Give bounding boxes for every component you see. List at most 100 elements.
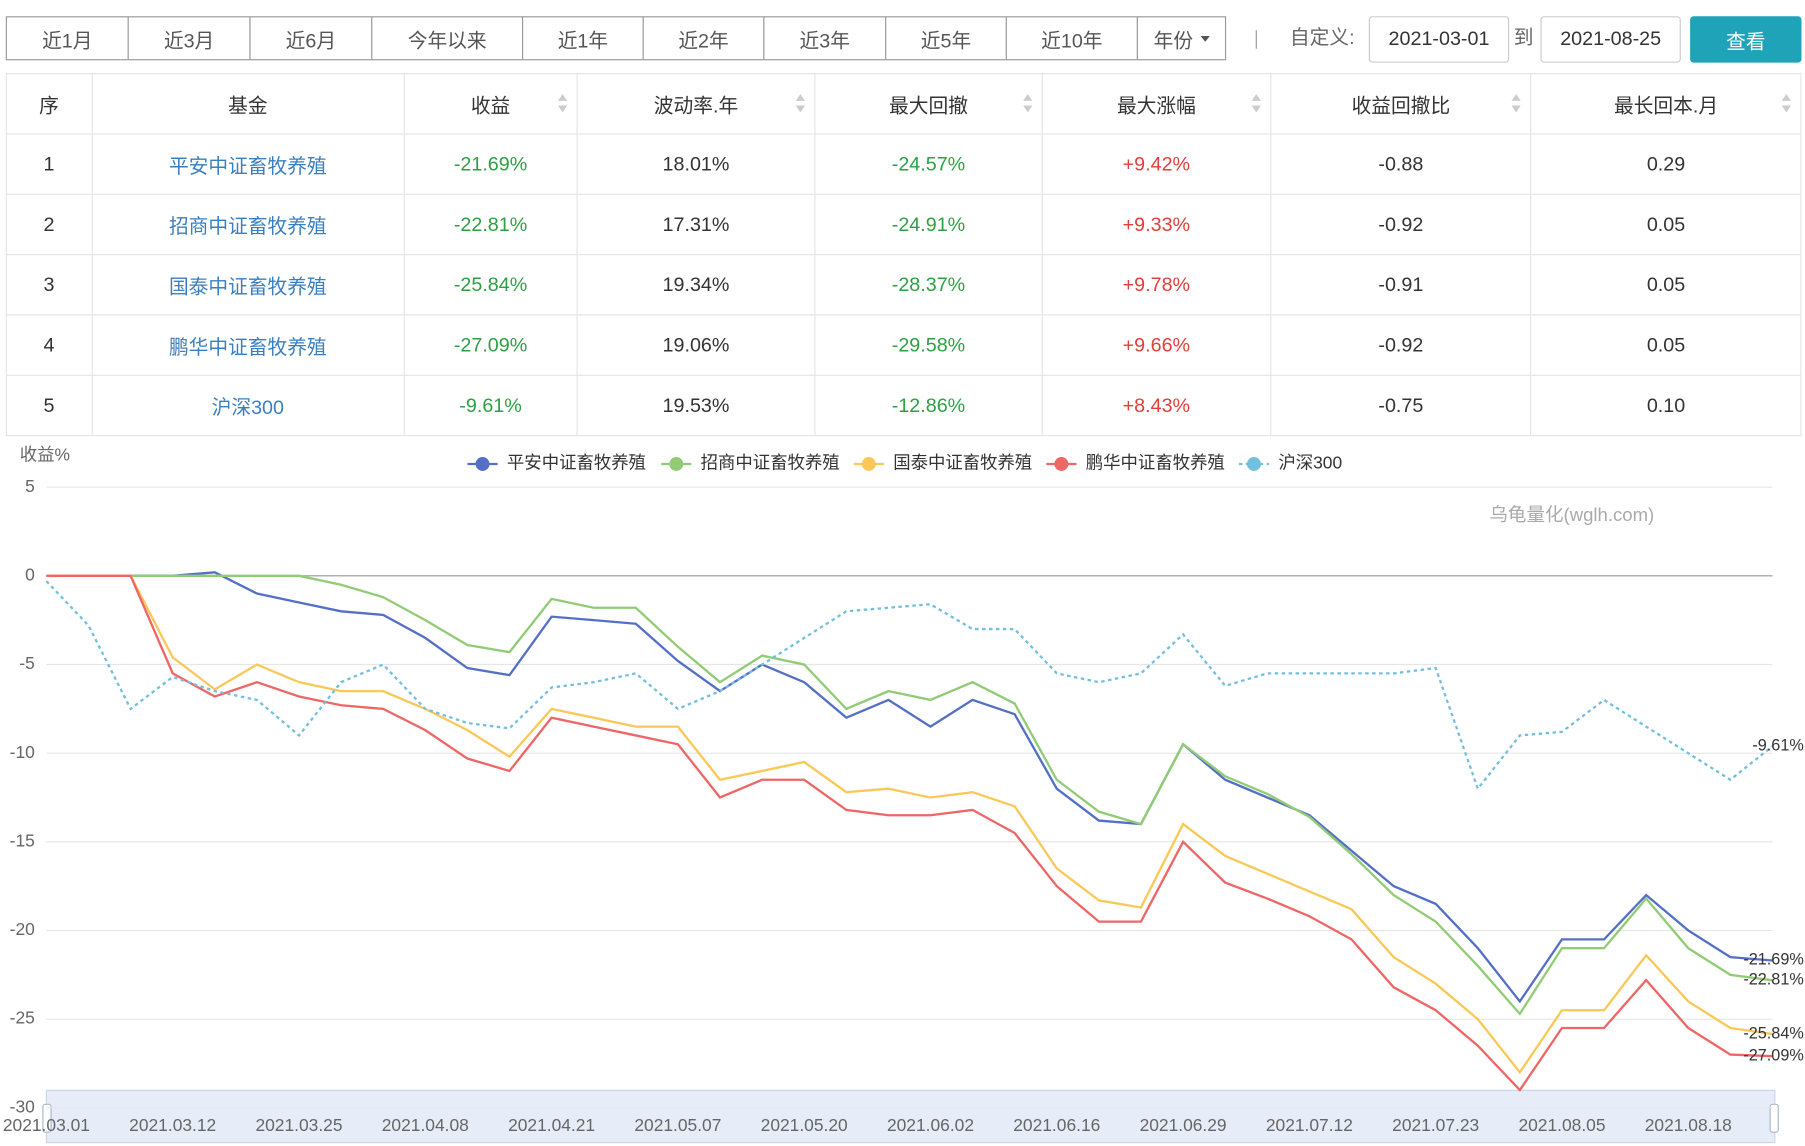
series-line <box>46 571 1773 1004</box>
legend-label[interactable]: 沪深300 <box>1278 453 1342 473</box>
legend-label[interactable]: 鹏华中证畜牧养殖 <box>1086 453 1225 473</box>
x-tick-label: 2021.04.08 <box>382 1115 469 1135</box>
y-tick-label: 5 <box>25 476 35 496</box>
header-cell: 序 <box>5 73 93 135</box>
period-button[interactable]: 近3年 <box>763 16 887 61</box>
table-cell: 19.53% <box>576 374 816 437</box>
period-label: 年份 <box>1153 29 1194 52</box>
fund-table: 序 基金 收益 波动率.年 最大回撤 最大涨幅 收益回撤比 最长回本.月 1 平安中证畜牧养殖 -2… <box>5 73 1802 437</box>
legend-dot[interactable] <box>1054 457 1069 471</box>
x-tick-label: 2021.03.01 <box>3 1115 90 1135</box>
x-tick-label: 2021.06.02 <box>887 1115 974 1135</box>
period-label: 今年以来 <box>407 29 487 52</box>
series-line <box>46 574 1773 1092</box>
x-tick-label: 2021.06.29 <box>1140 1115 1227 1135</box>
zoom-slider[interactable] <box>45 1089 1776 1144</box>
table-cell: -0.91 <box>1270 254 1532 316</box>
table-cell: -0.88 <box>1270 133 1532 195</box>
zoom-handle[interactable] <box>42 1103 52 1133</box>
table-row: 5 沪深300 -9.61% 19.53% -12.86% +8.43% -0.75 0.10 <box>5 374 1802 437</box>
sort-icon[interactable] <box>1251 93 1261 113</box>
period-label: 近1月 <box>42 29 93 52</box>
header-cell[interactable]: 收益 <box>403 73 578 135</box>
header-cell[interactable]: 收益回撤比 <box>1270 73 1532 135</box>
period-button[interactable]: 近1年 <box>522 16 644 61</box>
period-button[interactable]: 近2年 <box>642 16 765 61</box>
table-cell: 0.10 <box>1530 374 1802 437</box>
table-cell: -24.91% <box>814 193 1043 256</box>
header-row: 序 基金 收益 波动率.年 最大回撤 最大涨幅 收益回撤比 最长回本.月 <box>5 73 1802 135</box>
fund-name[interactable]: 鹏华中证畜牧养殖 <box>91 314 405 376</box>
x-tick-label: 2021.03.25 <box>255 1115 342 1135</box>
x-tick-label: 2021.08.18 <box>1645 1115 1732 1135</box>
period-button[interactable]: 近5年 <box>885 16 1007 61</box>
header-cell[interactable]: 最长回本.月 <box>1530 73 1802 135</box>
table-cell: 0.05 <box>1530 254 1802 316</box>
end-value-label: -9.61% <box>1752 737 1803 755</box>
table-cell: -12.86% <box>814 374 1043 437</box>
table-cell: 2 <box>5 193 93 256</box>
end-date-input[interactable]: 2021-08-25 <box>1540 16 1681 63</box>
table-cell: -0.92 <box>1270 193 1532 256</box>
zoom-handle[interactable] <box>1769 1103 1779 1133</box>
table-row: 2 招商中证畜牧养殖 -22.81% 17.31% -24.91% +9.33% -0.92… <box>5 193 1802 256</box>
table-cell: -0.92 <box>1270 314 1532 376</box>
period-button[interactable]: 今年以来 <box>371 16 524 61</box>
table-cell: -25.84% <box>403 254 578 316</box>
header-cell[interactable]: 最大回撤 <box>814 73 1043 135</box>
y-tick-label: -30 <box>10 1096 35 1116</box>
x-tick-label: 2021.03.12 <box>129 1115 216 1135</box>
y-tick-label: -20 <box>10 919 35 939</box>
start-date-input[interactable]: 2021-03-01 <box>1368 16 1510 63</box>
sort-icon[interactable] <box>795 93 805 113</box>
period-label: 近1年 <box>557 29 609 52</box>
period-button[interactable]: 年份 <box>1136 16 1227 61</box>
sort-icon[interactable] <box>558 93 568 113</box>
header-cell[interactable]: 波动率.年 <box>576 73 816 135</box>
period-button[interactable]: 近3月 <box>127 16 251 61</box>
x-tick-label: 2021.07.23 <box>1392 1115 1479 1135</box>
table-cell: 0.05 <box>1530 314 1802 376</box>
header-cell: 基金 <box>91 73 405 135</box>
end-value-label: -22.81% <box>1743 971 1803 989</box>
table-cell: +9.42% <box>1041 133 1272 195</box>
fund-name[interactable]: 国泰中证畜牧养殖 <box>91 254 405 316</box>
sort-icon[interactable] <box>1781 93 1792 113</box>
period-button[interactable]: 近10年 <box>1005 16 1138 61</box>
dropdown-caret <box>1200 35 1210 42</box>
period-label: 近10年 <box>1041 29 1103 52</box>
period-button[interactable]: 近1月 <box>5 16 129 61</box>
period-label: 近3月 <box>163 29 215 52</box>
legend-dot[interactable] <box>861 457 876 471</box>
header-cell[interactable]: 最大涨幅 <box>1041 73 1272 135</box>
fund-name[interactable]: 招商中证畜牧养殖 <box>91 193 405 256</box>
end-value-label: -21.69% <box>1743 951 1803 969</box>
x-tick-label: 2021.05.07 <box>634 1115 721 1135</box>
query-button[interactable]: 查看 <box>1690 16 1802 63</box>
legend-label[interactable]: 国泰中证畜牧养殖 <box>893 453 1032 473</box>
end-value-label: -25.84% <box>1743 1024 1803 1042</box>
legend-dot[interactable] <box>475 457 490 471</box>
series-line <box>46 574 1773 1075</box>
period-button[interactable]: 近6月 <box>249 16 373 61</box>
table-cell: -9.61% <box>403 374 578 437</box>
sort-icon[interactable] <box>1511 93 1522 113</box>
header-text: 收益回撤比 <box>1351 95 1451 118</box>
table-cell: +9.66% <box>1041 314 1272 376</box>
header-text: 波动率.年 <box>653 95 739 118</box>
table-cell: 3 <box>5 254 93 316</box>
header-text: 基金 <box>228 95 268 118</box>
sort-icon[interactable] <box>1023 93 1033 113</box>
legend-label[interactable]: 平安中证畜牧养殖 <box>507 453 646 473</box>
legend-dot[interactable] <box>1247 457 1261 471</box>
y-tick-label: -25 <box>10 1008 35 1028</box>
legend-label[interactable]: 招商中证畜牧养殖 <box>701 453 840 473</box>
table-cell: 19.06% <box>576 314 816 376</box>
y-tick-label: -15 <box>10 830 35 850</box>
period-label: 近2年 <box>678 29 729 52</box>
table-cell: +8.43% <box>1041 374 1272 437</box>
table-cell: -0.75 <box>1270 374 1532 437</box>
x-tick-label: 2021.06.16 <box>1013 1115 1100 1135</box>
legend-dot[interactable] <box>669 457 684 471</box>
